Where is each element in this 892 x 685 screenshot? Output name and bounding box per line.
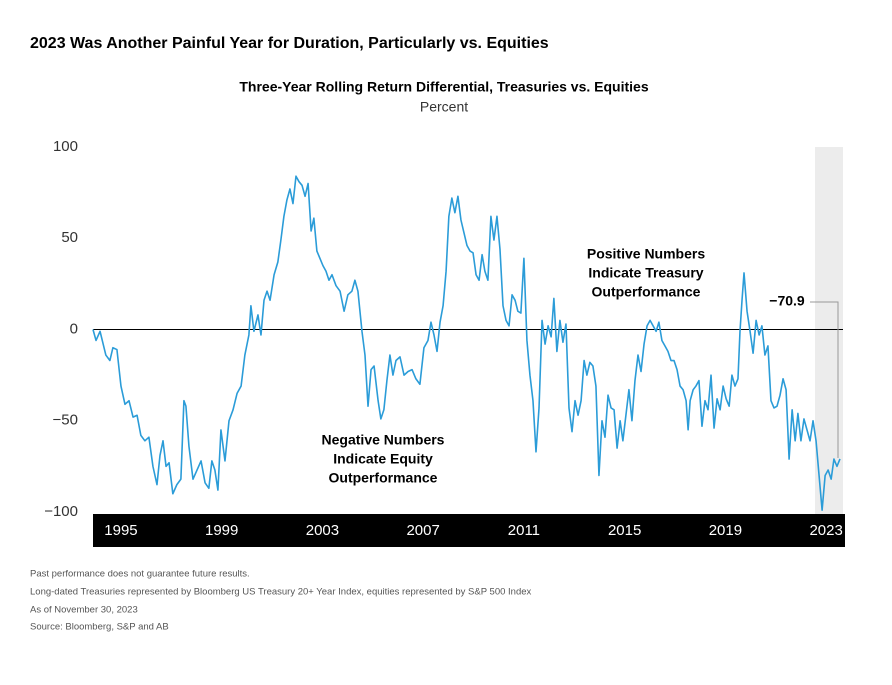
y-tick-label: 0 [70,320,78,337]
y-tick-label: −50 [53,412,78,429]
footnote: Past performance does not guarantee futu… [30,569,250,580]
y-tick-label: 50 [61,229,78,246]
page-title: 2023 Was Another Painful Year for Durati… [30,35,549,52]
chart-subtitle: Percent [420,99,468,115]
annotation: Indicate Treasury [588,265,703,281]
x-tick-label: 2007 [406,522,439,539]
footnote: As of November 30, 2023 [30,605,138,616]
end-label: −70.9 [769,293,805,309]
x-tick-label: 2011 [508,522,540,539]
x-tick-label: 1999 [205,522,238,539]
annotation: Outperformance [329,470,438,486]
x-tick-label: 2015 [608,522,641,539]
x-tick-label: 1995 [104,522,137,539]
annotation: Positive Numbers [587,246,705,262]
y-tick-label: 100 [53,138,78,155]
annotation: Indicate Equity [333,451,433,467]
leader-line [810,301,839,458]
footnote: Long-dated Treasuries represented by Blo… [30,587,532,598]
annotation: Negative Numbers [322,432,445,448]
x-tick-label: 2023 [809,522,842,539]
annotation: Outperformance [592,284,701,300]
chart-title: Three-Year Rolling Return Differential, … [239,79,648,95]
y-tick-label: −100 [44,503,78,520]
x-tick-label: 2019 [709,522,742,539]
highlight-band [815,147,843,514]
x-axis-band [93,514,845,547]
data-line [92,175,841,511]
x-tick-label: 2003 [306,522,339,539]
footnote: Source: Bloomberg, S&P and AB [30,622,169,633]
